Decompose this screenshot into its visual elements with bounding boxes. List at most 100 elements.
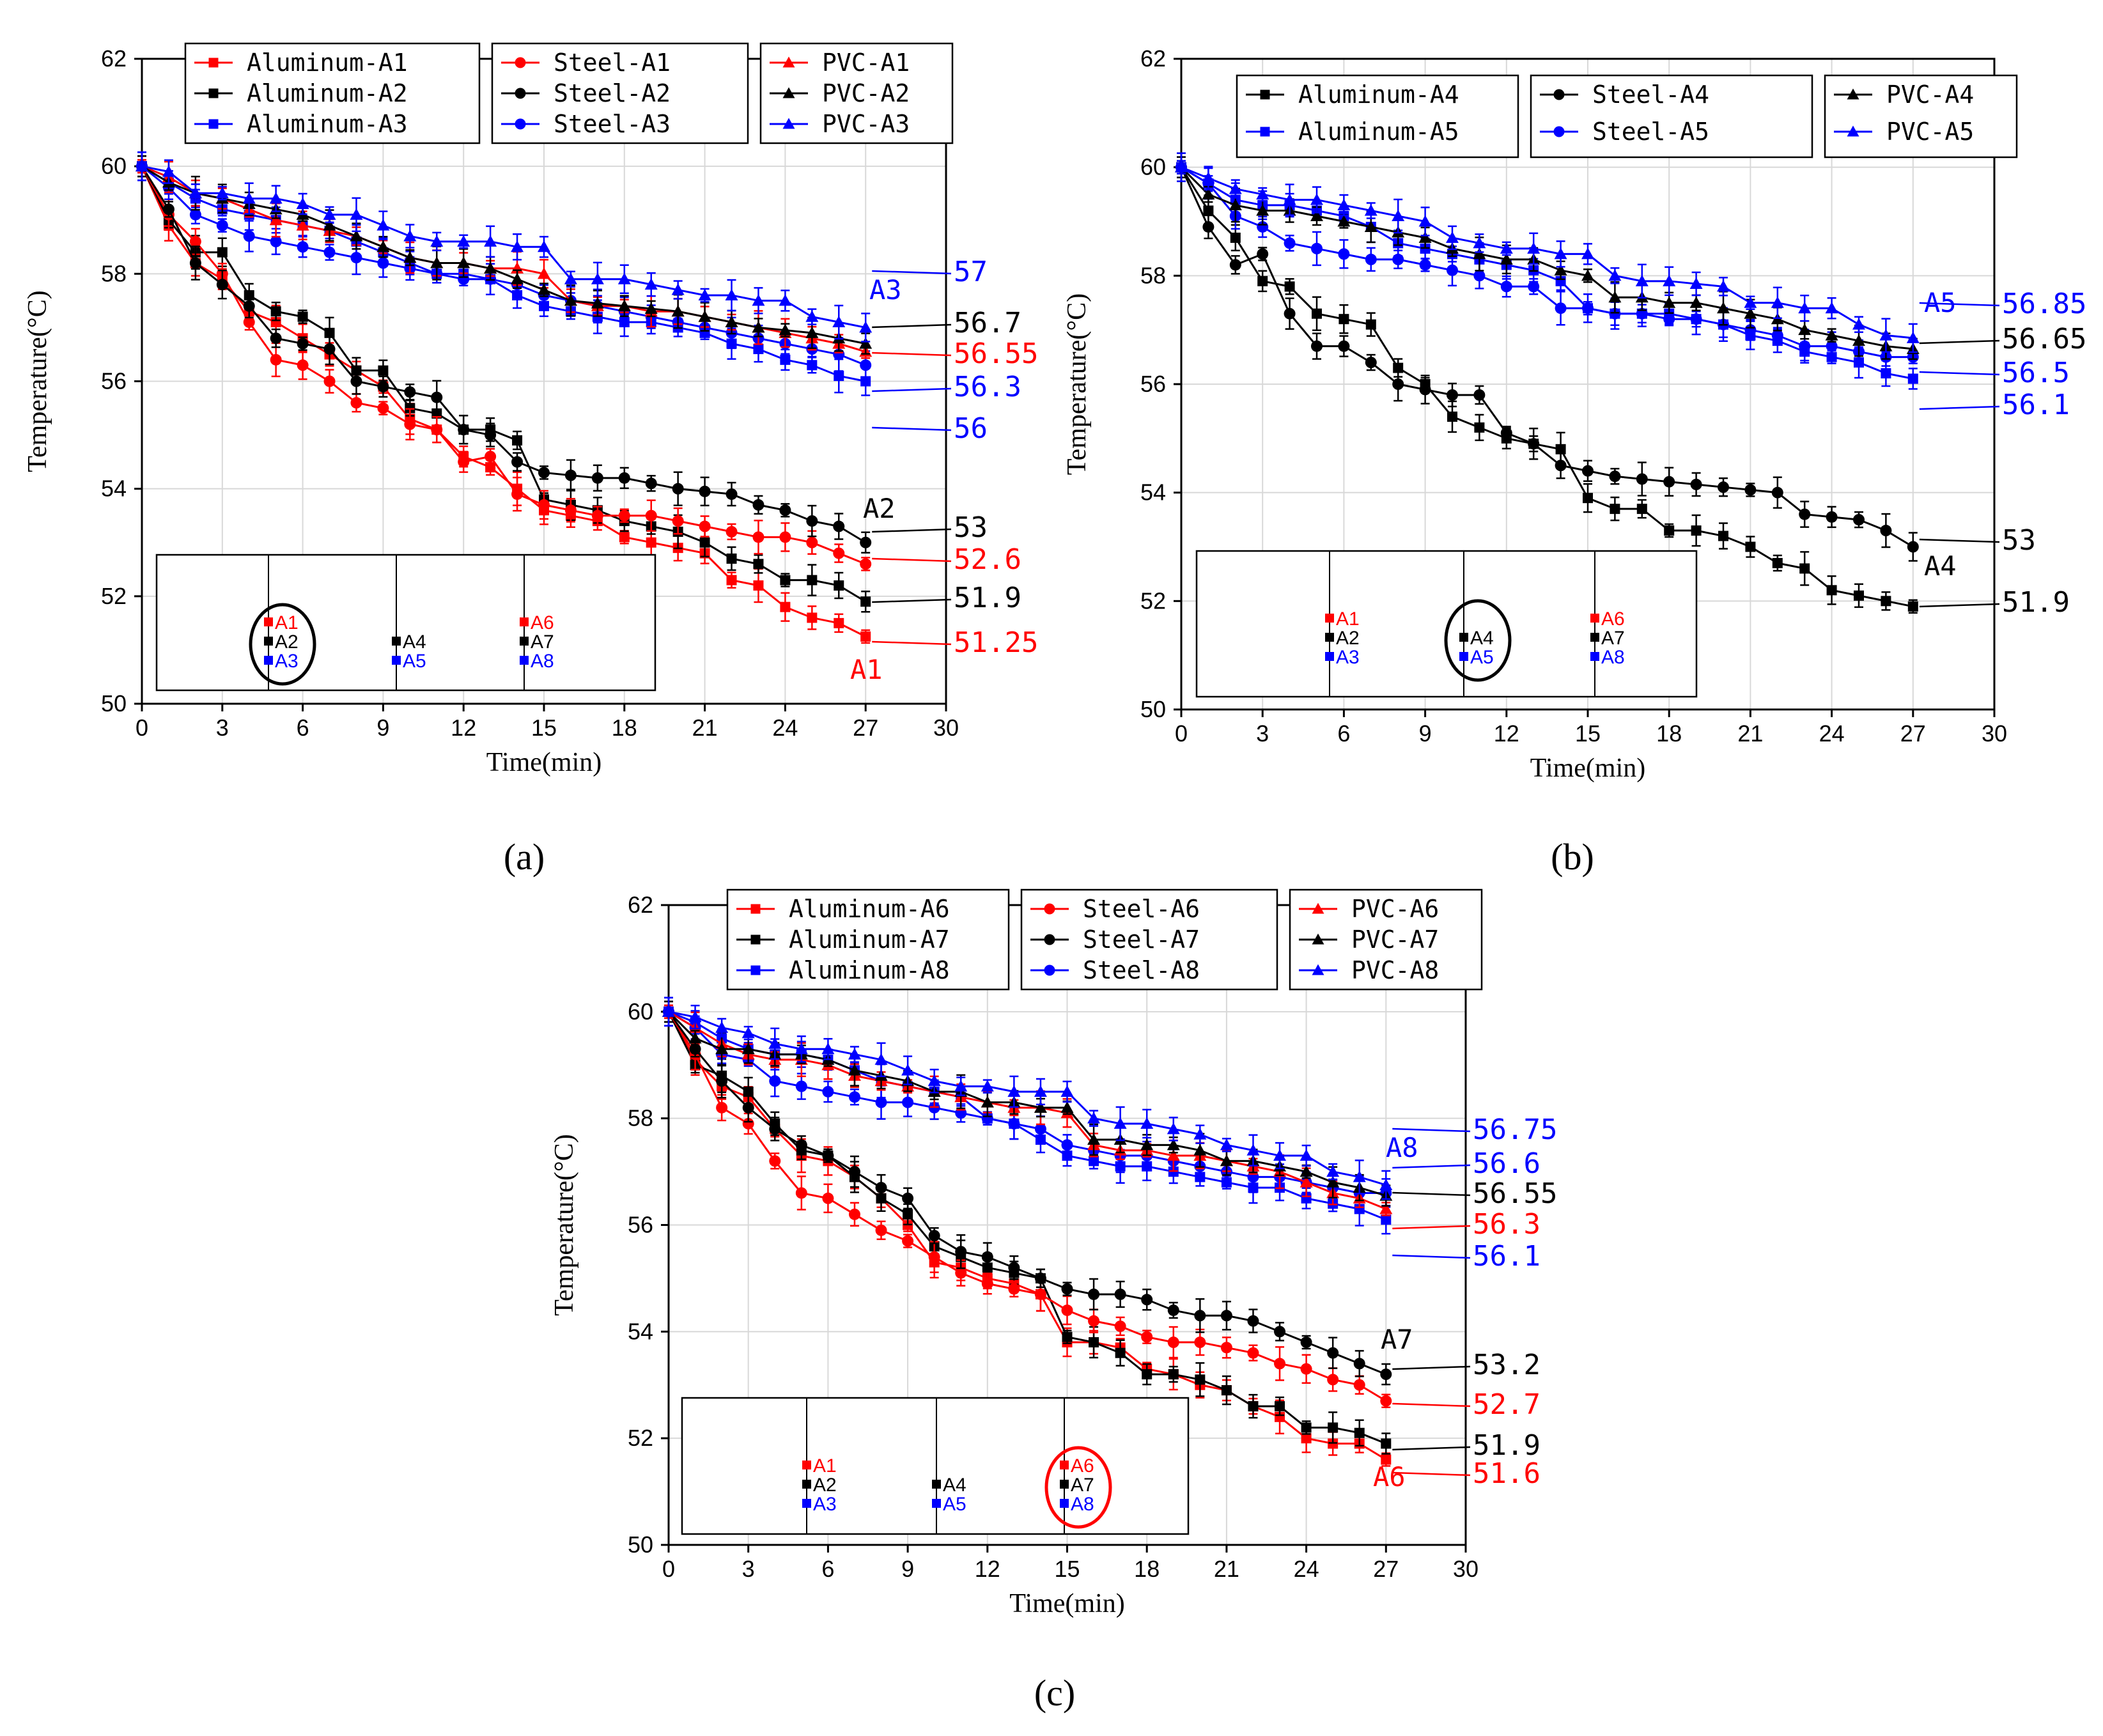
data-point-Steel-A6 [1353,1379,1365,1391]
inset-sensor-label: A3 [813,1494,837,1515]
data-point-Aluminum-A3 [807,360,818,371]
end-value-label: 51.9 [954,582,1021,614]
inset-highlight-circle [1444,599,1512,682]
inset-sensor-label: A1 [275,612,299,633]
data-point-PVC-A3 [591,272,604,284]
series-line-Aluminum-A4 [1180,166,1914,608]
x-tick-label: 18 [1656,720,1682,747]
curve-annotation: A6 [1373,1461,1406,1492]
series-line-Aluminum-A5 [1181,166,1914,380]
data-point-PVC-A3 [136,160,148,172]
data-point-Steel-A6 [1141,1331,1153,1343]
data-point-Aluminum-A4 [1610,504,1620,515]
y-tick-label: 56 [1140,371,1166,397]
data-point-PVC-A7 [1300,1165,1313,1177]
x-tick-label: 0 [136,715,148,741]
end-value-label: 52.7 [1473,1388,1540,1421]
inset-frame [681,1397,1190,1535]
data-point-Steel-A3 [243,230,255,242]
legend-marker [1312,964,1324,975]
x-tick-label: 27 [1373,1556,1399,1582]
end-value-label: 56.55 [954,337,1038,370]
panel-label: (a) [504,836,545,878]
data-point-Aluminum-A6 [1301,1433,1312,1444]
data-point-Aluminum-A2 [270,306,281,317]
data-point-PVC-A4 [1337,215,1351,227]
x-tick-label: 27 [853,715,878,741]
data-point-Steel-A7 [1034,1272,1046,1284]
legend-label: Steel-A5 [1592,118,1709,146]
series-line-Steel-A8 [668,1011,1386,1194]
data-point-PVC-A5 [1635,274,1649,286]
x-tick-label: 24 [1294,1556,1319,1582]
legend-label: Steel-A8 [1083,956,1200,984]
inset-sensor-label: A8 [531,651,554,672]
legend-label: Aluminum-A4 [1298,81,1459,109]
end-value-label: 56.65 [2002,323,2086,355]
data-point-Steel-A4 [1853,514,1865,526]
data-point-Steel-A4 [1744,484,1757,496]
data-point-Aluminum-A3 [780,354,791,365]
legend-label: PVC-A6 [1351,895,1439,923]
data-point-PVC-A7 [848,1064,861,1076]
legend-label: Steel-A2 [554,79,671,107]
legend-marker [208,58,219,68]
data-point-Steel-A2 [431,391,443,403]
data-point-Steel-A5 [1609,307,1621,320]
data-point-PVC-A2 [457,256,470,268]
data-point-Steel-A2 [618,472,630,484]
end-label-leader [1392,1254,1471,1259]
data-point-Steel-A1 [564,504,577,516]
x-tick-label: 15 [1575,720,1601,747]
x-tick-label: 6 [1337,720,1350,747]
data-point-PVC-A3 [698,288,711,300]
data-point-Steel-A4 [1826,511,1838,523]
inset-sensor-marker [932,1499,941,1508]
series-line-Aluminum-A1 [141,166,866,638]
x-tick-label: 24 [1819,720,1845,747]
y-axis-label: Temperature(°C) [1062,293,1092,475]
inset-sensor-label: A5 [1470,647,1494,668]
data-point-PVC-A4 [1689,296,1703,308]
legend-label: Steel-A1 [554,49,671,77]
legend-label: PVC-A5 [1886,118,1974,146]
y-tick-label: 58 [628,1105,653,1131]
data-point-PVC-A7 [1220,1154,1233,1166]
series-line-PVC-A6 [668,1011,1386,1210]
inset-sensor-marker [1459,652,1468,661]
inset-sensor-marker [520,656,529,665]
data-point-Steel-A2 [860,536,872,548]
series-line-PVC-A2 [141,165,866,345]
data-point-Steel-A2 [752,499,764,511]
data-point-Aluminum-A7 [1248,1401,1259,1412]
series-line-Steel-A3 [141,165,866,366]
x-tick-label: 3 [216,715,229,741]
data-point-PVC-A4 [1798,323,1812,336]
data-point-Steel-A5 [1799,340,1811,352]
series-line-Steel-A5 [1181,166,1913,359]
legend-label: Aluminum-A3 [247,110,408,138]
data-point-Steel-A3 [189,208,201,221]
legend-label: Steel-A6 [1083,895,1200,923]
inset-sensor-label: A4 [1470,628,1494,649]
x-tick-label: 0 [1175,720,1188,747]
legend-marker [1044,934,1055,945]
data-point-Aluminum-A2 [834,580,844,591]
data-point-PVC-A7 [1060,1101,1074,1113]
end-label-leader [1392,1191,1471,1197]
data-point-Steel-A6 [875,1224,887,1236]
data-point-Steel-A6 [822,1192,834,1204]
data-point-Steel-A4 [1555,460,1567,472]
data-point-Steel-A3 [860,359,872,371]
data-point-Steel-A4 [1663,476,1675,488]
data-point-PVC-A2 [564,294,577,306]
data-point-Aluminum-A7 [903,1209,913,1220]
legend-marker [1260,127,1270,137]
data-point-Steel-A1 [833,547,845,559]
end-value-label: 56.55 [1473,1177,1557,1210]
data-point-PVC-A3 [644,278,658,290]
data-point-Steel-A6 [928,1251,940,1263]
series-line-Steel-A1 [141,166,866,565]
end-value-label: 51.9 [2002,586,2070,619]
